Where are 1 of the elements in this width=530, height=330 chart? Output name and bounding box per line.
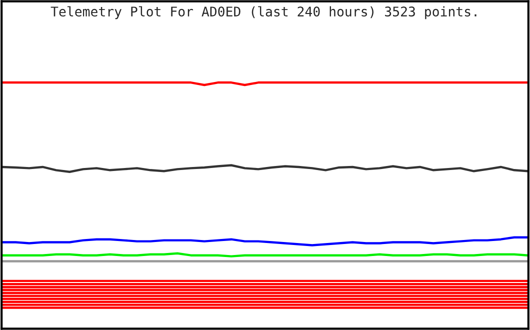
- chart-title: Telemetry Plot For AD0ED (last 240 hours) 3523 points.: [50, 6, 476, 20]
